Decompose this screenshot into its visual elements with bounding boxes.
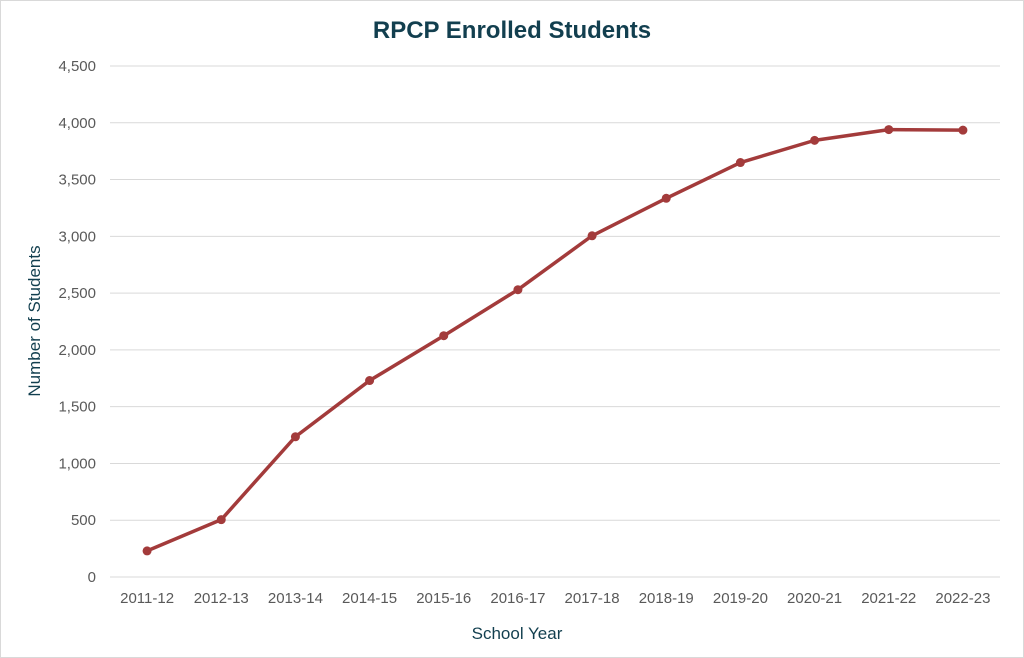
- x-axis-title: School Year: [472, 624, 563, 643]
- gridlines: [110, 65, 1000, 578]
- x-tick-label: 2016-17: [490, 590, 545, 607]
- data-point: [661, 193, 671, 203]
- y-tick-label: 500: [71, 512, 96, 529]
- data-point: [810, 135, 820, 145]
- x-tick-label: 2022-23: [935, 590, 990, 607]
- x-tick-label: 2011-12: [120, 590, 174, 607]
- data-point: [884, 125, 894, 135]
- y-tick-label: 4,000: [58, 115, 96, 132]
- x-tick-label: 2013-14: [268, 590, 323, 607]
- y-tick-label: 0: [88, 569, 96, 586]
- series-line: [145, 127, 965, 553]
- data-point: [142, 546, 152, 556]
- y-tick-label: 1,500: [58, 399, 96, 416]
- x-tick-label: 2015-16: [416, 590, 471, 607]
- data-point: [365, 376, 375, 386]
- data-point: [439, 331, 449, 341]
- y-tick-label: 2,500: [58, 285, 96, 302]
- data-point: [958, 125, 968, 135]
- data-point: [290, 432, 300, 442]
- x-tick-label: 2018-19: [639, 590, 694, 607]
- y-tick-label: 2,000: [58, 342, 96, 359]
- x-tick-label: 2012-13: [194, 590, 249, 607]
- data-point: [513, 285, 523, 295]
- y-tick-label: 1,000: [58, 455, 96, 472]
- data-point: [735, 158, 745, 168]
- x-tick-label: 2021-22: [861, 590, 916, 607]
- series-group: [142, 125, 968, 556]
- chart-title: RPCP Enrolled Students: [373, 17, 651, 44]
- x-tick-label: 2014-15: [342, 590, 397, 607]
- x-tick-label: 2020-21: [787, 590, 842, 607]
- y-tick-label: 3,500: [58, 172, 96, 189]
- x-axis-ticks: 2011-12 2012-13 2013-14 2014-15 2015-16 2016-…: [120, 590, 990, 607]
- x-tick-label: 2017-18: [565, 590, 620, 607]
- y-axis-title: Number of Students: [25, 245, 44, 396]
- y-tick-label: 3,000: [58, 228, 96, 245]
- y-axis-ticks: 0 500 1,000 1,500 2,000 2,500 3,000 3,500 4,000 4…: [58, 58, 96, 586]
- data-point: [587, 231, 597, 241]
- x-tick-label: 2019-20: [713, 590, 768, 607]
- y-tick-label: 4,500: [58, 58, 96, 75]
- data-point: [216, 515, 226, 525]
